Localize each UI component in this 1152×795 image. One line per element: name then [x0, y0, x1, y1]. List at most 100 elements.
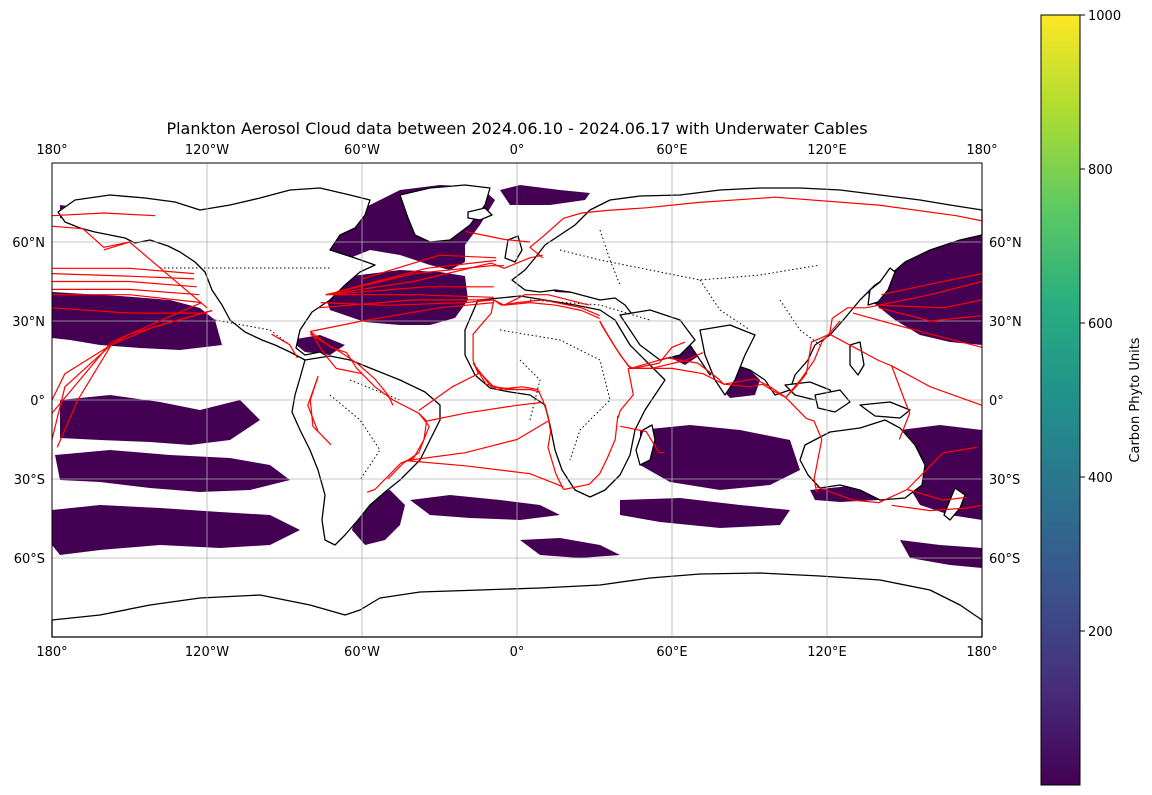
cable-route	[51, 212, 156, 217]
lon-tick-label-top: 180°	[966, 143, 997, 158]
cable-route	[320, 299, 494, 306]
cable-route	[503, 254, 543, 269]
lat-tick-label-left: 30°S	[14, 473, 45, 488]
cable-route	[310, 302, 494, 333]
new-zealand-coastline	[943, 487, 966, 521]
cable-route	[472, 362, 528, 391]
colorbar-tick-label: 800	[1088, 163, 1113, 178]
cable-route	[52, 294, 202, 304]
lon-tick-label-top: 0°	[510, 143, 525, 158]
plankton-patch	[60, 395, 260, 445]
lon-tick-label-bottom: 0°	[510, 645, 525, 660]
cable-route	[426, 402, 541, 422]
new-guinea-coastline	[859, 401, 911, 419]
cable-route	[878, 307, 983, 322]
cable-route	[628, 367, 724, 385]
cable-route	[387, 412, 430, 480]
lat-tick-label-right: 0°	[989, 394, 1004, 409]
cable-route	[52, 288, 200, 296]
plankton-patch	[410, 495, 560, 520]
chart-title: Plankton Aerosol Cloud data between 2024…	[166, 119, 867, 138]
cable-route	[307, 376, 332, 446]
lon-tick-label-top: 120°E	[807, 143, 847, 158]
cable-route	[52, 267, 195, 275]
underwater-cables	[51, 196, 983, 512]
colorbar: 200 400 600 800 1000 Carbon Phyto Units	[1040, 9, 1143, 786]
madagascar-coastline	[635, 424, 656, 466]
japan-coastline	[867, 267, 896, 306]
border-line	[349, 379, 401, 401]
lon-tick-label-top: 180°	[36, 143, 67, 158]
plankton-patch	[620, 498, 790, 528]
lon-tick-label-bottom: 180°	[966, 645, 997, 660]
lon-tick-label-bottom: 60°W	[344, 645, 380, 660]
cable-route	[475, 367, 565, 490]
cable-route	[325, 265, 505, 296]
cable-route	[891, 504, 983, 512]
cable-route	[309, 333, 394, 406]
colorbar-tick-label: 1000	[1088, 9, 1121, 24]
cable-route	[831, 304, 879, 319]
lat-tick-label-left: 60°S	[14, 552, 45, 567]
cable-route	[405, 420, 549, 462]
cable-route	[271, 333, 298, 359]
cable-route	[563, 415, 619, 491]
lon-tick-label-top: 60°E	[656, 143, 687, 158]
cable-route	[906, 446, 977, 490]
arabia-coastline	[619, 309, 696, 361]
lon-tick-label-bottom: 120°E	[807, 645, 847, 660]
axis-tick-labels: 180° 180° 120°W 120°W 60°W 60°W 0° 0° 60°E 60°E 12…	[12, 143, 1022, 660]
cable-route	[878, 299, 983, 309]
colorbar-label: Carbon Phyto Units	[1128, 337, 1143, 462]
lon-tick-label-bottom: 60°E	[656, 645, 687, 660]
lat-tick-label-right: 60°S	[989, 552, 1020, 567]
cable-route	[325, 294, 494, 298]
plankton-patch	[52, 505, 300, 555]
country-borders	[160, 229, 821, 481]
cable-route	[620, 425, 665, 454]
colorbar-gradient	[1040, 14, 1081, 786]
lat-tick-label-right: 30°S	[989, 473, 1020, 488]
iceland-coastline	[467, 207, 493, 221]
cable-route	[465, 230, 530, 243]
cable-route	[723, 378, 787, 398]
cable-route	[309, 331, 363, 375]
plankton-density-layer	[52, 185, 982, 568]
south-america-coastline	[291, 355, 441, 546]
plankton-patch	[290, 335, 345, 355]
plankton-patch	[640, 425, 800, 490]
cable-route	[51, 302, 203, 414]
plankton-patch	[520, 538, 620, 558]
cable-route	[785, 318, 833, 398]
cable-route	[785, 396, 823, 493]
cable-route	[336, 259, 497, 293]
cable-route	[52, 280, 197, 288]
cable-route	[723, 383, 786, 398]
lon-tick-label-bottom: 120°W	[185, 645, 229, 660]
border-line	[214, 319, 291, 346]
cable-route	[51, 307, 207, 314]
lat-tick-label-left: 0°	[30, 394, 45, 409]
cable-route	[630, 357, 725, 385]
cable-route	[906, 488, 967, 501]
cable-route	[493, 299, 600, 317]
colorbar-tick-label: 200	[1088, 625, 1113, 640]
cable-route	[318, 299, 494, 309]
cable-route	[785, 320, 841, 398]
lon-tick-label-bottom: 180°	[36, 645, 67, 660]
plankton-patch	[500, 185, 590, 205]
cable-route	[309, 331, 347, 354]
lat-tick-label-right: 60°N	[989, 236, 1022, 251]
lon-tick-label-top: 60°W	[344, 143, 380, 158]
border-line	[519, 359, 541, 421]
uk-coastline	[504, 235, 523, 263]
cable-route	[361, 254, 497, 280]
map-frame	[51, 162, 983, 638]
lat-tick-label-left: 60°N	[12, 236, 45, 251]
colorbar-tick-label: 600	[1088, 317, 1113, 332]
border-line	[329, 394, 381, 481]
cable-route	[891, 365, 911, 440]
cable-route	[529, 212, 582, 259]
cable-route	[472, 299, 495, 361]
